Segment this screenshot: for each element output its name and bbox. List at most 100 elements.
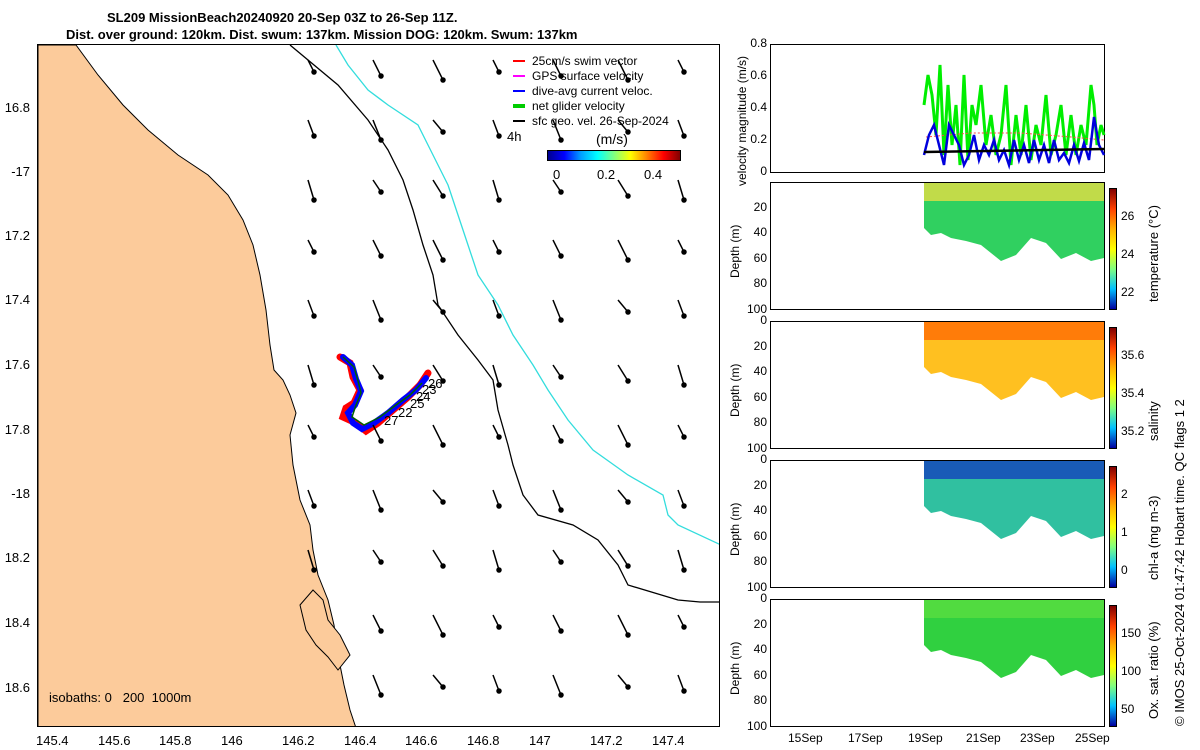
vector-head-19: [558, 189, 564, 195]
vector-1: [372, 59, 382, 77]
xtick-5: 25Sep: [1075, 731, 1110, 745]
vector-head-17: [440, 193, 446, 199]
oxygen-ytick-2: 40: [753, 642, 767, 657]
chla-colorbar: [1109, 466, 1117, 588]
vector-2: [432, 59, 444, 81]
vector-head-35: [681, 313, 687, 319]
temperature-cbar-label: temperature (°C): [1146, 205, 1161, 302]
isobath-200m: [289, 45, 719, 603]
lon-tick-5: 146.4: [344, 733, 377, 748]
vector-19: [617, 179, 629, 197]
vector-head-15: [311, 197, 317, 203]
vector-head-32: [496, 313, 502, 319]
lat-tick-8: 18.4: [4, 615, 30, 630]
salinity-section: [924, 322, 1104, 400]
vector-head-26: [558, 253, 564, 259]
vector-10: [492, 119, 500, 137]
lon-tick-1: 145.6: [98, 733, 131, 748]
vector-32: [552, 299, 562, 321]
vector-head-44: [378, 438, 384, 444]
vector-head-27: [625, 257, 631, 263]
isobath-1000m: [335, 45, 719, 545]
vector-head-71: [440, 684, 446, 690]
vector-head-70: [378, 692, 384, 698]
temperature-ytick-0: 20: [753, 199, 767, 214]
chla-field: [924, 461, 1104, 539]
vector-7: [307, 119, 315, 137]
lon-tick-10: 147.4: [652, 733, 685, 748]
colorbar-tick-0: 0: [553, 167, 561, 182]
chla-ytick-2: 40: [753, 503, 767, 518]
lon-tick-4: 146.2: [282, 733, 315, 748]
vector-46: [552, 424, 562, 442]
vector-head-31: [440, 309, 446, 315]
temperature-ylabel: Depth (m): [728, 224, 742, 278]
colorbar-label: (m/s): [596, 131, 628, 147]
vector-head-42: [681, 382, 687, 388]
vector-head-37: [378, 374, 384, 380]
vector-37: [432, 364, 444, 382]
salinity-cbar-tick-1: 35.4: [1121, 386, 1145, 400]
vector-20: [677, 179, 685, 201]
chla-ytick-4: 80: [753, 554, 767, 569]
chla-cbar-tick-0: 2: [1121, 487, 1128, 501]
velocity-ytick-3: 0.2: [750, 132, 767, 146]
xtick-0: 15Sep: [788, 731, 823, 745]
vector-17: [492, 179, 500, 201]
vector-head-6: [625, 77, 631, 83]
vector-47: [617, 424, 629, 446]
temperature-ytick-3: 80: [753, 276, 767, 291]
salinity-ytick-5: 100: [746, 441, 767, 455]
colorbar-tick-1: 0.2: [597, 167, 616, 182]
vector-4: [552, 59, 562, 77]
oxygen-cbar-tick-1: 100: [1121, 664, 1142, 678]
time-step-label: 4h: [507, 129, 522, 144]
footer-credit: © IMOS 25-Oct-2024 01:47:42 Hobart time.…: [1172, 399, 1187, 726]
xtick-4: 23Sep: [1020, 731, 1055, 745]
velocity-ytick-4: 0: [760, 164, 767, 178]
salinity-ytick-2: 40: [753, 364, 767, 379]
chla-ytick-5: 100: [746, 580, 767, 594]
vector-67: [617, 614, 629, 636]
vector-head-68: [625, 632, 631, 638]
salinity-ytick-4: 80: [753, 415, 767, 430]
lat-tick-5: 17.8: [4, 422, 30, 437]
vector-head-13: [625, 129, 631, 135]
lat-tick-9: 18.6: [4, 680, 30, 695]
xtick-2: 19Sep: [908, 731, 943, 745]
vector-8: [372, 119, 382, 141]
salinity-cbar-tick-0: 35.6: [1121, 348, 1145, 362]
lon-tick-0: 145.4: [36, 733, 69, 748]
vector-29: [372, 299, 382, 321]
vector-72: [552, 674, 562, 696]
lat-tick-3: 17.4: [4, 292, 30, 307]
oxygen-ytick-5: 100: [746, 719, 767, 733]
velocity-ytick-1: 0.6: [750, 68, 767, 82]
vector-head-21: [681, 197, 687, 203]
salinity-cbar-label: salinity: [1146, 401, 1161, 441]
legend-label-0: 25cm/s swim vector: [532, 54, 637, 68]
vector-head-34: [625, 309, 631, 315]
vector-head-53: [496, 503, 502, 509]
vector-head-1: [311, 69, 317, 75]
vector-13: [677, 119, 685, 137]
title-line-2: Dist. over ground: 120km. Dist. swum: 13…: [66, 27, 578, 42]
vector-head-55: [625, 499, 631, 505]
colorbar-tick-2: 0.4: [644, 167, 663, 182]
day-label-2: 24: [416, 389, 430, 404]
vector-head-20: [625, 193, 631, 199]
salinity-cbar-tick-2: 35.2: [1121, 424, 1145, 438]
vector-head-48: [625, 442, 631, 448]
legend-label-4: sfc geo. vel. 26-Sep-2024: [532, 114, 669, 128]
lon-tick-6: 146.6: [405, 733, 438, 748]
vector-head-73: [558, 692, 564, 698]
vector-head-30: [378, 317, 384, 323]
lon-tick-3: 146: [221, 733, 243, 748]
chla-cbar-label: chl-a (mg m-3): [1146, 495, 1161, 580]
vector-head-3: [440, 77, 446, 83]
vector-head-63: [681, 567, 687, 573]
vector-28: [307, 299, 315, 317]
velocity-panel: [770, 44, 1106, 173]
vector-head-47: [558, 438, 564, 444]
